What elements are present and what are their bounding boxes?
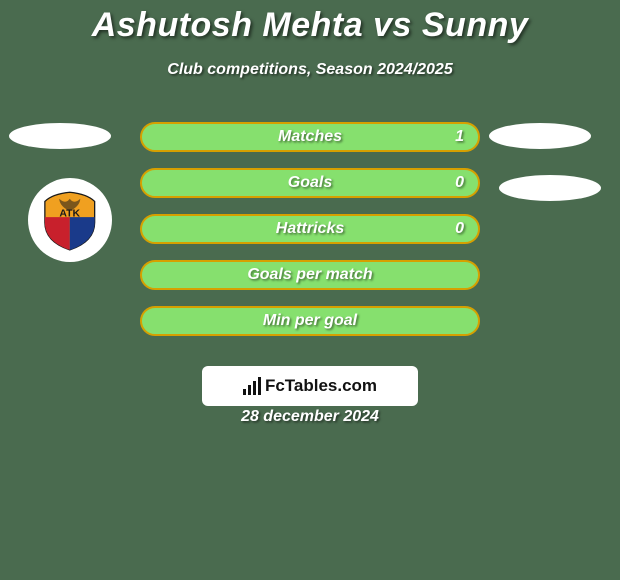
stat-row: Hattricks 0: [140, 214, 480, 244]
stat-row: Goals per match: [140, 260, 480, 290]
stat-label: Min per goal: [263, 312, 357, 330]
page-subtitle: Club competitions, Season 2024/2025: [0, 61, 620, 79]
branding-text: FcTables.com: [265, 376, 377, 396]
stat-label: Matches: [278, 128, 342, 146]
stat-row: Matches 1: [140, 122, 480, 152]
stat-label: Goals per match: [247, 266, 372, 284]
stats-container: Matches 1 Goals 0 Hattricks 0 Goals per match M…: [0, 122, 620, 336]
bar-chart-icon: [243, 377, 261, 395]
stat-label: Goals: [288, 174, 332, 192]
stat-value-right: 1: [455, 128, 464, 146]
stat-label: Hattricks: [276, 220, 344, 238]
stat-row: Min per goal: [140, 306, 480, 336]
stat-value-right: 0: [455, 174, 464, 192]
stat-row: Goals 0: [140, 168, 480, 198]
stat-value-right: 0: [455, 220, 464, 238]
page-title: Ashutosh Mehta vs Sunny: [0, 0, 620, 45]
date-label: 28 december 2024: [0, 408, 620, 426]
fctables-branding: FcTables.com: [202, 366, 418, 406]
